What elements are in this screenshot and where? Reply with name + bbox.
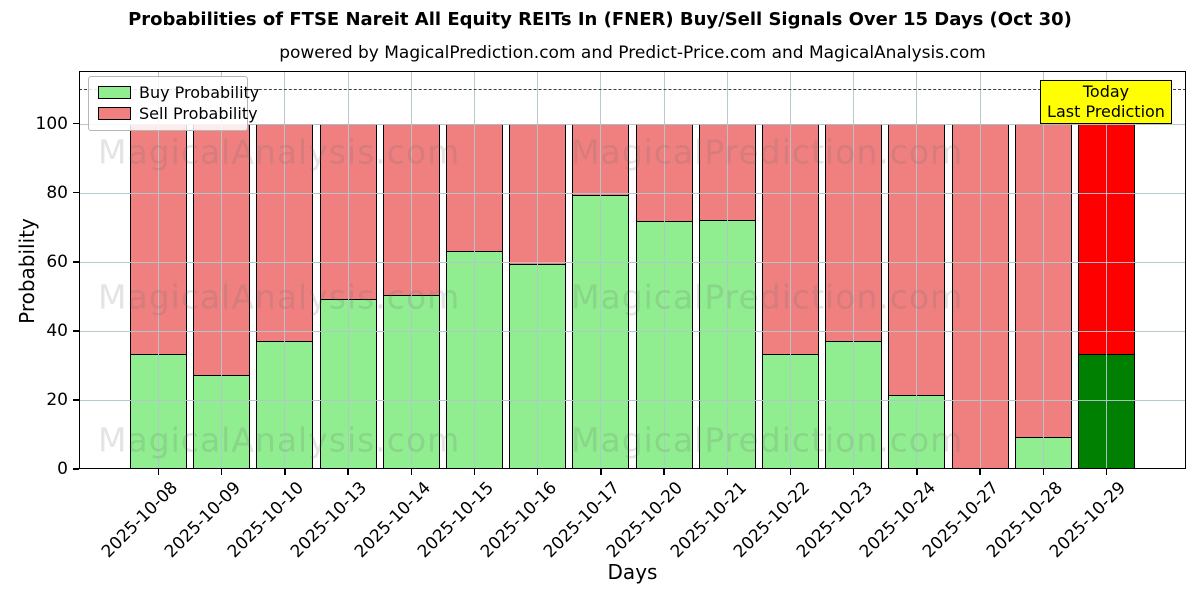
x-tick-mark: [979, 469, 981, 475]
h-gridline: [79, 261, 1186, 263]
x-tick-mark: [726, 469, 729, 475]
h-gridline: [79, 330, 1186, 332]
x-tick-mark: [1105, 469, 1108, 475]
x-tick-mark: [600, 469, 602, 475]
x-tick-mark: [284, 469, 286, 475]
h-gridline: [79, 123, 1186, 125]
h-gridline: [79, 399, 1186, 401]
watermark-prediction-row3: MagicalPrediction.com: [571, 420, 964, 460]
y-tick-mark: [73, 191, 79, 194]
v-gridline: [600, 71, 602, 469]
y-tick-label: 60: [46, 251, 68, 272]
y-tick-mark: [73, 260, 79, 263]
watermark-analysis-row3: MagicalAnalysis.com: [98, 420, 461, 460]
legend-label-sell: Sell Probability: [139, 104, 258, 123]
h-gridline: [79, 192, 1186, 194]
dashed-threshold-line: [79, 88, 1186, 90]
today-annotation-line2: Last Prediction: [1047, 102, 1165, 121]
x-tick-mark: [536, 469, 539, 475]
v-gridline: [347, 71, 349, 469]
y-tick-label: 0: [57, 459, 68, 479]
v-gridline: [284, 71, 286, 469]
v-gridline: [474, 71, 475, 469]
y-tick-mark: [73, 399, 79, 401]
y-tick-label: 100: [35, 113, 68, 134]
x-tick-mark: [473, 469, 476, 475]
watermark-prediction-row1: MagicalPrediction.com: [571, 132, 964, 172]
watermark-prediction-row2: MagicalPrediction.com: [571, 277, 964, 317]
legend-item-buy: Buy Probability: [98, 83, 259, 102]
plot-area: MagicalAnalysis.com MagicalPrediction.com…: [79, 71, 1186, 469]
y-tick-mark: [73, 468, 79, 470]
y-tick-label: 80: [46, 182, 68, 203]
legend-item-sell: Sell Probability: [98, 104, 258, 123]
y-tick-mark: [73, 122, 79, 125]
x-tick-mark: [347, 469, 349, 475]
v-gridline: [410, 71, 412, 469]
buy-color-swatch: [98, 86, 131, 99]
v-gridline: [979, 71, 981, 469]
legend: Buy Probability Sell Probability: [88, 76, 259, 131]
x-tick-mark: [916, 469, 918, 475]
y-tick-label: 20: [46, 389, 68, 410]
y-tick-mark: [73, 330, 79, 332]
y-tick-label: 40: [46, 320, 68, 341]
v-gridline: [221, 71, 223, 469]
v-gridline: [916, 71, 918, 469]
today-annotation-line1: Today: [1082, 82, 1130, 101]
chart-title: Probabilities of FTSE Nareit All Equity …: [128, 9, 1072, 30]
x-axis-label: Days: [607, 560, 658, 584]
v-gridline: [158, 71, 159, 469]
watermark-analysis-row1: MagicalAnalysis.com: [98, 132, 461, 172]
v-gridline: [537, 71, 539, 469]
today-annotation: Today Last Prediction: [1040, 80, 1172, 124]
v-gridline: [663, 71, 665, 469]
sell-color-swatch: [98, 107, 131, 120]
x-tick-mark: [220, 469, 223, 475]
x-tick-mark: [663, 469, 665, 475]
chart-subtitle: powered by MagicalPrediction.com and Pre…: [279, 43, 986, 63]
x-tick-mark: [789, 469, 792, 475]
v-gridline: [790, 71, 791, 469]
x-tick-mark: [1042, 469, 1045, 475]
watermark-analysis-row2: MagicalAnalysis.com: [98, 277, 461, 317]
legend-label-buy: Buy Probability: [139, 83, 260, 102]
v-gridline: [1106, 71, 1107, 469]
v-gridline: [1042, 71, 1044, 469]
v-gridline: [726, 71, 728, 469]
x-tick-mark: [157, 469, 160, 475]
x-tick-mark: [852, 469, 855, 475]
v-gridline: [853, 71, 855, 469]
x-tick-mark: [410, 469, 413, 475]
